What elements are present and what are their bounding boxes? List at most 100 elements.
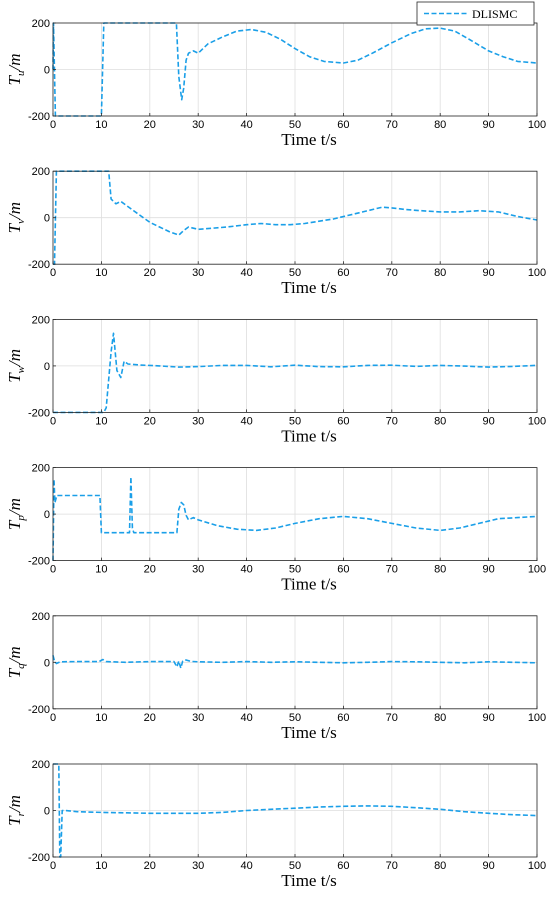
x-tick-label: 40 <box>240 415 252 427</box>
x-tick-label: 70 <box>386 119 398 131</box>
x-tick-label: 30 <box>192 119 204 131</box>
y-tick-label: -200 <box>28 852 50 864</box>
x-tick-label: 70 <box>386 267 398 279</box>
legend: DLISMC <box>416 1 535 26</box>
y-tick-label: 0 <box>44 213 50 225</box>
x-tick-label: 0 <box>50 712 56 724</box>
x-tick-label: 80 <box>434 564 446 576</box>
x-axis-label: Time t/s <box>281 575 337 594</box>
x-tick-label: 80 <box>434 712 446 724</box>
x-axis-label: Time t/s <box>281 426 337 445</box>
x-tick-label: 80 <box>434 119 446 131</box>
x-tick-label: 50 <box>289 119 301 131</box>
x-tick-label: 30 <box>192 415 204 427</box>
x-tick-label: 20 <box>144 564 156 576</box>
y-tick-label: 200 <box>32 18 50 30</box>
series-line-dlismc <box>53 763 538 858</box>
x-tick-label: 0 <box>50 119 56 131</box>
x-axis-label: Time t/s <box>281 871 337 890</box>
x-tick-label: 90 <box>482 415 494 427</box>
x-tick-label: 90 <box>482 267 494 279</box>
x-tick-label: 70 <box>386 712 398 724</box>
y-tick-label: 200 <box>32 611 50 623</box>
y-axis-label: Tv/m <box>5 202 27 233</box>
y-tick-label: -200 <box>28 407 50 419</box>
series-line-dlismc <box>53 332 538 414</box>
x-tick-label: 40 <box>240 860 252 872</box>
x-tick-label: 50 <box>289 860 301 872</box>
x-tick-label: 100 <box>528 564 546 576</box>
x-tick-label: 100 <box>528 267 546 279</box>
x-tick-label: 80 <box>434 860 446 872</box>
x-axis-label: Time t/s <box>281 278 337 297</box>
x-tick-label: 40 <box>240 712 252 724</box>
x-tick-label: 100 <box>528 415 546 427</box>
x-tick-label: 60 <box>337 860 349 872</box>
y-tick-label: 200 <box>32 314 50 326</box>
x-axis-label: Time t/s <box>281 130 337 149</box>
x-tick-label: 0 <box>50 267 56 279</box>
x-tick-label: 30 <box>192 267 204 279</box>
x-tick-label: 60 <box>337 119 349 131</box>
y-axis-label: Tp/m <box>5 498 27 530</box>
x-tick-label: 20 <box>144 860 156 872</box>
y-tick-label: 200 <box>32 759 50 771</box>
y-axis-label: Tu/m <box>5 54 27 86</box>
x-tick-label: 90 <box>482 860 494 872</box>
x-tick-label: 20 <box>144 119 156 131</box>
x-tick-label: 20 <box>144 415 156 427</box>
x-tick-label: 20 <box>144 267 156 279</box>
x-tick-label: 0 <box>50 860 56 872</box>
x-tick-label: 30 <box>192 712 204 724</box>
x-tick-label: 0 <box>50 564 56 576</box>
x-tick-label: 70 <box>386 564 398 576</box>
y-tick-label: 200 <box>32 166 50 178</box>
y-tick-label: 0 <box>44 509 50 521</box>
y-tick-label: -200 <box>28 111 50 123</box>
x-tick-label: 0 <box>50 415 56 427</box>
x-tick-label: 50 <box>289 564 301 576</box>
x-tick-label: 90 <box>482 119 494 131</box>
x-tick-label: 70 <box>386 860 398 872</box>
y-tick-label: 0 <box>44 657 50 669</box>
x-tick-label: 10 <box>95 860 107 872</box>
x-tick-label: 60 <box>337 415 349 427</box>
x-tick-label: 20 <box>144 712 156 724</box>
x-tick-label: 100 <box>528 860 546 872</box>
y-tick-label: 0 <box>44 361 50 373</box>
x-tick-label: 10 <box>95 564 107 576</box>
x-tick-label: 50 <box>289 415 301 427</box>
x-tick-label: 50 <box>289 712 301 724</box>
x-tick-label: 40 <box>240 267 252 279</box>
x-tick-label: 100 <box>528 119 546 131</box>
x-axis-label: Time t/s <box>281 723 337 742</box>
x-tick-label: 80 <box>434 267 446 279</box>
x-tick-label: 30 <box>192 564 204 576</box>
y-tick-label: -200 <box>28 556 50 568</box>
y-tick-label: -200 <box>28 259 50 271</box>
x-tick-label: 90 <box>482 564 494 576</box>
y-tick-label: 200 <box>32 463 50 475</box>
x-tick-label: 80 <box>434 415 446 427</box>
x-tick-label: 50 <box>289 267 301 279</box>
x-tick-label: 100 <box>528 712 546 724</box>
x-tick-label: 70 <box>386 415 398 427</box>
x-tick-label: 40 <box>240 564 252 576</box>
x-tick-label: 10 <box>95 712 107 724</box>
x-tick-label: 10 <box>95 119 107 131</box>
x-tick-label: 10 <box>95 415 107 427</box>
legend-box <box>416 1 535 26</box>
series-line-dlismc <box>52 476 538 561</box>
x-tick-label: 60 <box>337 712 349 724</box>
y-axis-label: Tr/m <box>5 795 27 826</box>
x-tick-label: 90 <box>482 712 494 724</box>
x-tick-label: 60 <box>337 564 349 576</box>
y-axis-label: Tq/m <box>5 646 27 678</box>
